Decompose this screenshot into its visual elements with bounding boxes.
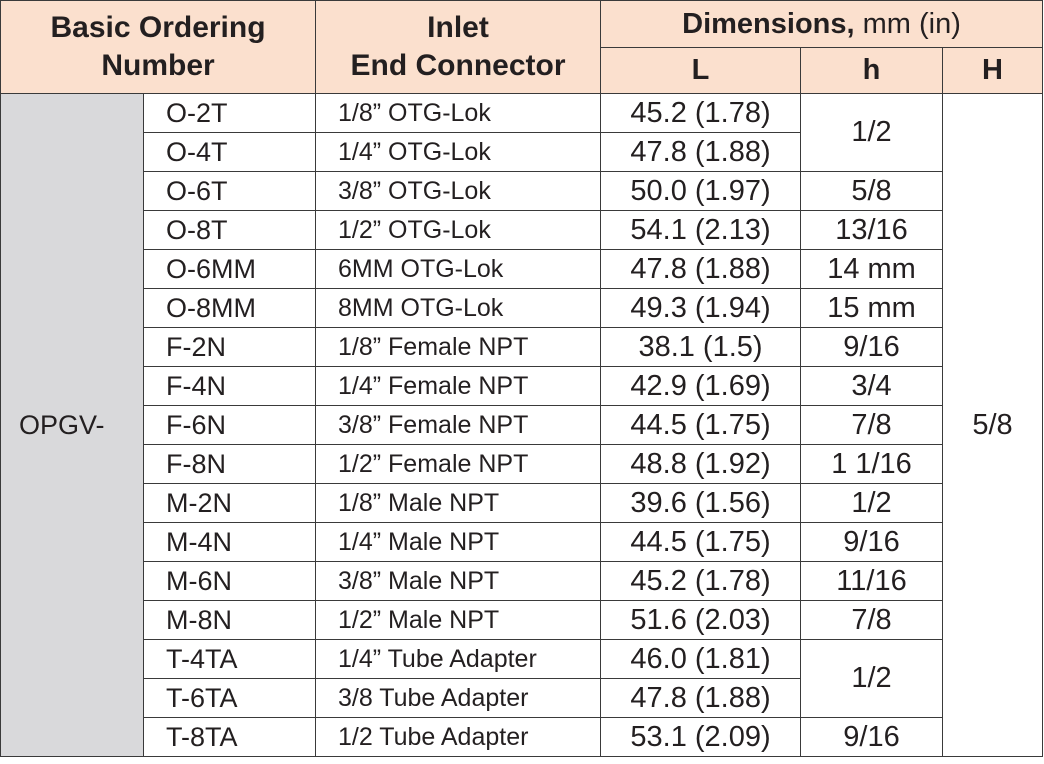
table-row: F-2N 1/8” Female NPT 38.1 (1.5) 9/16 xyxy=(1,327,1043,367)
model-cell: T-6TA xyxy=(142,678,317,718)
end-connector-header-line2: End Connector xyxy=(350,49,566,82)
table-row: O-8T 1/2” OTG-Lok 54.1 (2.13) 13/16 xyxy=(1,210,1043,250)
length-L-cell: 38.1 (1.5) xyxy=(600,327,802,367)
model-cell: O-8T xyxy=(142,210,317,250)
table-row: O-6T 3/8” OTG-Lok 50.0 (1.97) 5/8 xyxy=(1,171,1043,211)
ordering-number-header-line2: Number xyxy=(101,49,215,82)
length-L-cell: 42.9 (1.69) xyxy=(600,366,802,406)
ordering-number-header: Basic Ordering Number xyxy=(0,0,317,94)
model-cell: O-6MM xyxy=(142,249,317,289)
dimensions-header-unit: mm (in) xyxy=(854,7,961,40)
ordering-prefix-cell: OPGV- xyxy=(0,93,144,757)
table-row: OPGV- O-2T 1/8” OTG-Lok 45.2 (1.78) 1/2 … xyxy=(0,93,1044,757)
model-cell: F-2N xyxy=(142,327,317,367)
dimensions-header: Dimensions, mm (in) xyxy=(600,0,1044,48)
height-h-cell: 1/2 xyxy=(800,93,944,172)
table-row: F-8N 1/2” Female NPT 48.8 (1.92) 1 1/16 xyxy=(1,444,1043,484)
table-row: O-6MM 6MM OTG-Lok 47.8 (1.88) 14 mm xyxy=(1,249,1043,289)
length-L-cell: 47.8 (1.88) xyxy=(600,249,802,289)
connector-cell: 1/8” Male NPT xyxy=(315,483,602,523)
connector-cell: 8MM OTG-Lok xyxy=(315,288,602,328)
length-L-cell: 47.8 (1.88) xyxy=(600,132,802,172)
connector-cell: 1/4” Female NPT xyxy=(315,366,602,406)
connector-cell: 3/8 Tube Adapter xyxy=(315,678,602,718)
model-cell: M-6N xyxy=(142,561,317,601)
model-cell: F-4N xyxy=(142,366,317,406)
connector-cell: 1/2” Female NPT xyxy=(315,444,602,484)
table-row: F-4N 1/4” Female NPT 42.9 (1.69) 3/4 xyxy=(1,366,1043,406)
ordering-number-header-line1: Basic Ordering xyxy=(50,11,266,44)
table-row: M-4N 1/4” Male NPT 44.5 (1.75) 9/16 xyxy=(1,522,1043,562)
length-L-cell: 51.6 (2.03) xyxy=(600,600,802,640)
height-h-cell: 1 1/16 xyxy=(800,444,944,484)
table-body: OPGV- O-2T 1/8” OTG-Lok 45.2 (1.78) 1/2 … xyxy=(0,93,1044,757)
height-h-cell: 14 mm xyxy=(800,249,944,289)
column-H-header: H xyxy=(942,47,1044,94)
height-h-cell: 5/8 xyxy=(800,171,944,211)
table-row: M-8N 1/2” Male NPT 51.6 (2.03) 7/8 xyxy=(1,600,1043,640)
height-h-cell: 11/16 xyxy=(800,561,944,601)
connector-cell: 3/8” OTG-Lok xyxy=(315,171,602,211)
length-L-cell: 44.5 (1.75) xyxy=(600,522,802,562)
table-row: F-6N 3/8” Female NPT 44.5 (1.75) 7/8 xyxy=(1,405,1043,445)
model-cell: O-4T xyxy=(142,132,317,172)
model-cell: O-8MM xyxy=(142,288,317,328)
length-L-cell: 48.8 (1.92) xyxy=(600,444,802,484)
length-L-cell: 45.2 (1.78) xyxy=(600,93,802,133)
connector-cell: 1/4” Male NPT xyxy=(315,522,602,562)
height-h-cell: 13/16 xyxy=(800,210,944,250)
table-row: T-8TA 1/2 Tube Adapter 53.1 (2.09) 9/16 xyxy=(1,717,1043,757)
height-h-cell: 9/16 xyxy=(800,522,944,562)
model-cell: M-8N xyxy=(142,600,317,640)
height-h-cell: 15 mm xyxy=(800,288,944,328)
height-h-cell: 7/8 xyxy=(800,405,944,445)
column-L-header: L xyxy=(600,47,802,94)
model-cell: F-8N xyxy=(142,444,317,484)
height-h-cell: 9/16 xyxy=(800,327,944,367)
connector-cell: 1/2” Male NPT xyxy=(315,600,602,640)
length-L-cell: 53.1 (2.09) xyxy=(600,717,802,757)
height-h-cell: 1/2 xyxy=(800,483,944,523)
connector-cell: 1/8” OTG-Lok xyxy=(315,93,602,133)
connector-cell: 1/2” OTG-Lok xyxy=(315,210,602,250)
connector-cell: 1/4” OTG-Lok xyxy=(315,132,602,172)
connector-cell: 1/2 Tube Adapter xyxy=(315,717,602,757)
height-h-cell: 1/2 xyxy=(800,639,944,718)
table-header: Basic Ordering Number Inlet End Connector … xyxy=(0,0,1044,94)
model-cell: O-2T xyxy=(142,93,317,133)
table-row: O-8MM 8MM OTG-Lok 49.3 (1.94) 15 mm xyxy=(1,288,1043,328)
length-L-cell: 39.6 (1.56) xyxy=(600,483,802,523)
table-row: O-4T 1/4” OTG-Lok 47.8 (1.88) xyxy=(1,132,1043,172)
table-row: M-6N 3/8” Male NPT 45.2 (1.78) 11/16 xyxy=(1,561,1043,601)
length-L-cell: 54.1 (2.13) xyxy=(600,210,802,250)
table-row: T-4TA 1/4” Tube Adapter 46.0 (1.81) 1/2 xyxy=(1,639,1043,718)
height-h-cell: 9/16 xyxy=(800,717,944,757)
length-L-cell: 45.2 (1.78) xyxy=(600,561,802,601)
table-row: M-2N 1/8” Male NPT 39.6 (1.56) 1/2 xyxy=(1,483,1043,523)
end-connector-header: Inlet End Connector xyxy=(315,0,602,94)
height-H-cell: 5/8 xyxy=(942,93,1044,757)
length-L-cell: 47.8 (1.88) xyxy=(600,678,802,718)
length-L-cell: 50.0 (1.97) xyxy=(600,171,802,211)
model-cell: M-2N xyxy=(142,483,317,523)
model-cell: F-6N xyxy=(142,405,317,445)
length-L-cell: 44.5 (1.75) xyxy=(600,405,802,445)
connector-cell: 1/4” Tube Adapter xyxy=(315,639,602,679)
model-cell: O-6T xyxy=(142,171,317,211)
connector-cell: 3/8” Male NPT xyxy=(315,561,602,601)
connector-cell: 1/8” Female NPT xyxy=(315,327,602,367)
model-cell: T-8TA xyxy=(142,717,317,757)
connector-cell: 3/8” Female NPT xyxy=(315,405,602,445)
dimensions-header-title: Dimensions, xyxy=(682,7,855,40)
column-h-header: h xyxy=(800,47,944,94)
end-connector-header-line1: Inlet xyxy=(427,11,489,44)
connector-cell: 6MM OTG-Lok xyxy=(315,249,602,289)
length-L-cell: 46.0 (1.81) xyxy=(600,639,802,679)
model-cell: T-4TA xyxy=(142,639,317,679)
height-h-cell: 7/8 xyxy=(800,600,944,640)
model-cell: M-4N xyxy=(142,522,317,562)
height-h-cell: 3/4 xyxy=(800,366,944,406)
length-L-cell: 49.3 (1.94) xyxy=(600,288,802,328)
